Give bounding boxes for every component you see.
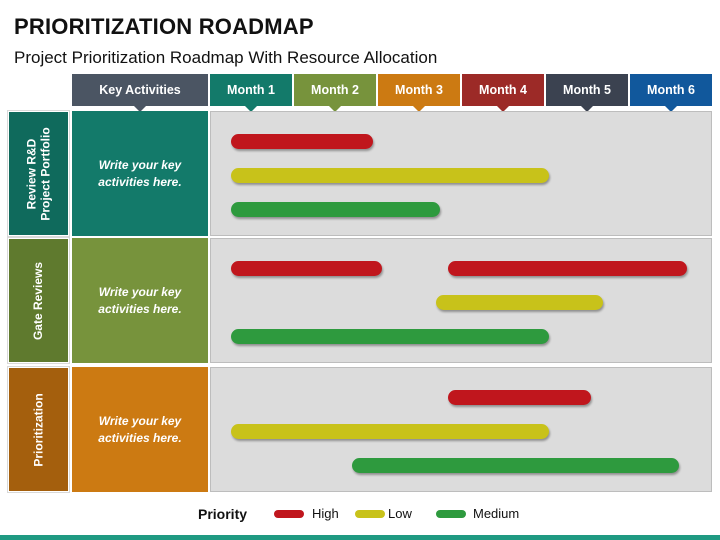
timeline-bar-high [448,390,591,405]
header-month-label: Month 4 [479,83,527,97]
row-label-cell: Gate Reviews [7,237,70,364]
key-activity-text: Write your key activities here. [98,413,182,445]
header-month-3: Month 3 [378,74,460,112]
header-month-label: Month 6 [647,83,695,97]
row-label-cell: Review R&D Project Portfolio [7,110,70,237]
legend-label: Low [388,506,412,521]
page-title: PRIORITIZATION ROADMAP [14,14,314,39]
header-month-label: Month 1 [227,83,275,97]
legend-swatch-low [355,510,385,518]
key-activity-text: Write your key activities here. [98,284,182,316]
timeline-bar-high [448,261,687,276]
header-month-2: Month 2 [294,74,376,112]
timeline-bar-medium [230,329,549,344]
key-activity-cell: Write your key activities here. [72,238,208,363]
header-key-activities: Key Activities [72,74,208,112]
header-key-activities-label: Key Activities [99,83,181,97]
header-month-label: Month 3 [395,83,443,97]
key-activity-cell: Write your key activities here. [72,111,208,236]
timeline-bar-low [230,168,549,183]
row-label-cell: Prioritization [7,366,70,493]
legend-swatch-medium [436,510,466,518]
page-subtitle: Project Prioritization Roadmap With Reso… [14,48,438,67]
header-month-label: Month 5 [563,83,611,97]
header-month-label: Month 2 [311,83,359,97]
legend-swatch-high [274,510,304,518]
key-activity-text: Write your key activities here. [98,157,182,189]
legend-label: High [312,506,339,521]
bottom-accent-strip [0,535,720,540]
timeline-bar-high [230,134,374,149]
key-activity-cell: Write your key activities here. [72,367,208,492]
header-month-5: Month 5 [546,74,628,112]
row-label: Prioritization [31,392,46,467]
row-label: Review R&D Project Portfolio [24,126,53,221]
timeline-bar-low [230,424,549,439]
timeline-bar-medium [230,202,441,217]
timeline-bar-medium [352,458,679,473]
timeline-bar-high [230,261,382,276]
row-label: Gate Reviews [31,261,46,340]
legend-title: Priority [198,506,248,522]
legend-label: Medium [473,506,520,521]
header-month-4: Month 4 [462,74,544,112]
header-month-6: Month 6 [630,74,712,112]
timeline-bar-low [435,295,604,310]
header-month-1: Month 1 [210,74,292,112]
